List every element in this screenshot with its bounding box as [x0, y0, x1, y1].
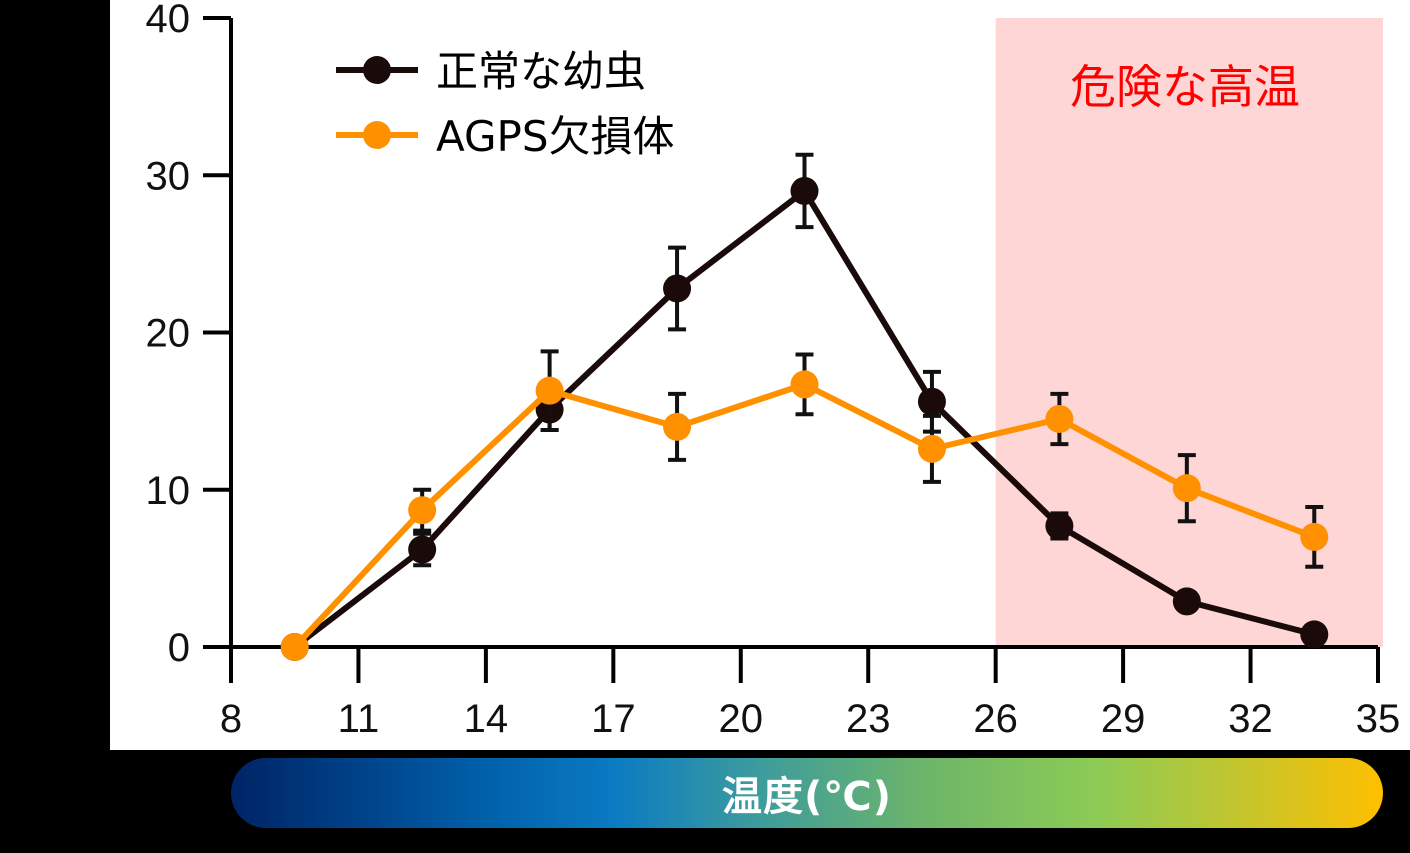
data-point — [917, 434, 946, 463]
x-tick-label: 14 — [464, 697, 509, 741]
legend-label: AGPS欠損体 — [436, 112, 675, 161]
plot-panel: 0 10 20 30 40 8 11 14 17 20 23 26 29 32 35 正常な幼虫 AGPS欠損… — [110, 0, 1410, 750]
y-tick-label: 30 — [146, 154, 191, 198]
x-tick-label: 26 — [973, 697, 1018, 741]
y-tick-label: 0 — [168, 626, 190, 670]
series-normal-larvae — [280, 152, 1329, 661]
data-point — [663, 412, 692, 441]
data-point — [663, 274, 692, 303]
data-point — [408, 496, 437, 525]
series-layer — [280, 152, 1329, 661]
data-point — [790, 176, 819, 205]
x-tick-label: 23 — [846, 697, 891, 741]
line-chart: 0 10 20 30 40 8 11 14 17 20 23 26 29 32 35 正常な幼虫 AGPS欠損… — [146, 0, 1401, 741]
x-tick-label: 35 — [1356, 697, 1401, 741]
x-axis-label-bar: 温度(℃) — [231, 758, 1383, 828]
y-tick-label: 40 — [146, 0, 191, 41]
data-point — [1045, 511, 1074, 540]
series-agps-mutant — [280, 349, 1329, 661]
legend-marker — [363, 56, 391, 84]
x-tick-label: 17 — [591, 697, 636, 741]
data-point — [535, 376, 564, 405]
data-point — [1300, 522, 1329, 551]
chart-axes: 0 10 20 30 40 8 11 14 17 20 23 26 29 32 35 — [146, 0, 1401, 741]
x-tick-label: 8 — [220, 697, 242, 741]
data-point — [1300, 620, 1329, 649]
x-tick-label: 11 — [338, 697, 380, 741]
danger-zone-label: 危険な高温 — [1070, 60, 1300, 114]
data-point — [1045, 404, 1074, 433]
data-point — [1172, 474, 1201, 503]
data-point — [280, 633, 309, 661]
x-tick-label: 29 — [1101, 697, 1146, 741]
data-point — [408, 535, 437, 564]
x-axis-label: 温度(℃) — [722, 774, 892, 820]
data-point — [1172, 587, 1201, 616]
legend-label: 正常な幼虫 — [436, 47, 646, 96]
y-tick-label: 10 — [146, 469, 191, 513]
x-tick-label: 32 — [1228, 697, 1273, 741]
x-tick-label: 20 — [719, 697, 764, 741]
legend: 正常な幼虫 AGPS欠損体 — [336, 47, 675, 161]
data-point — [790, 370, 819, 399]
legend-marker — [363, 121, 391, 149]
y-tick-label: 20 — [146, 312, 191, 356]
data-point — [917, 387, 946, 416]
